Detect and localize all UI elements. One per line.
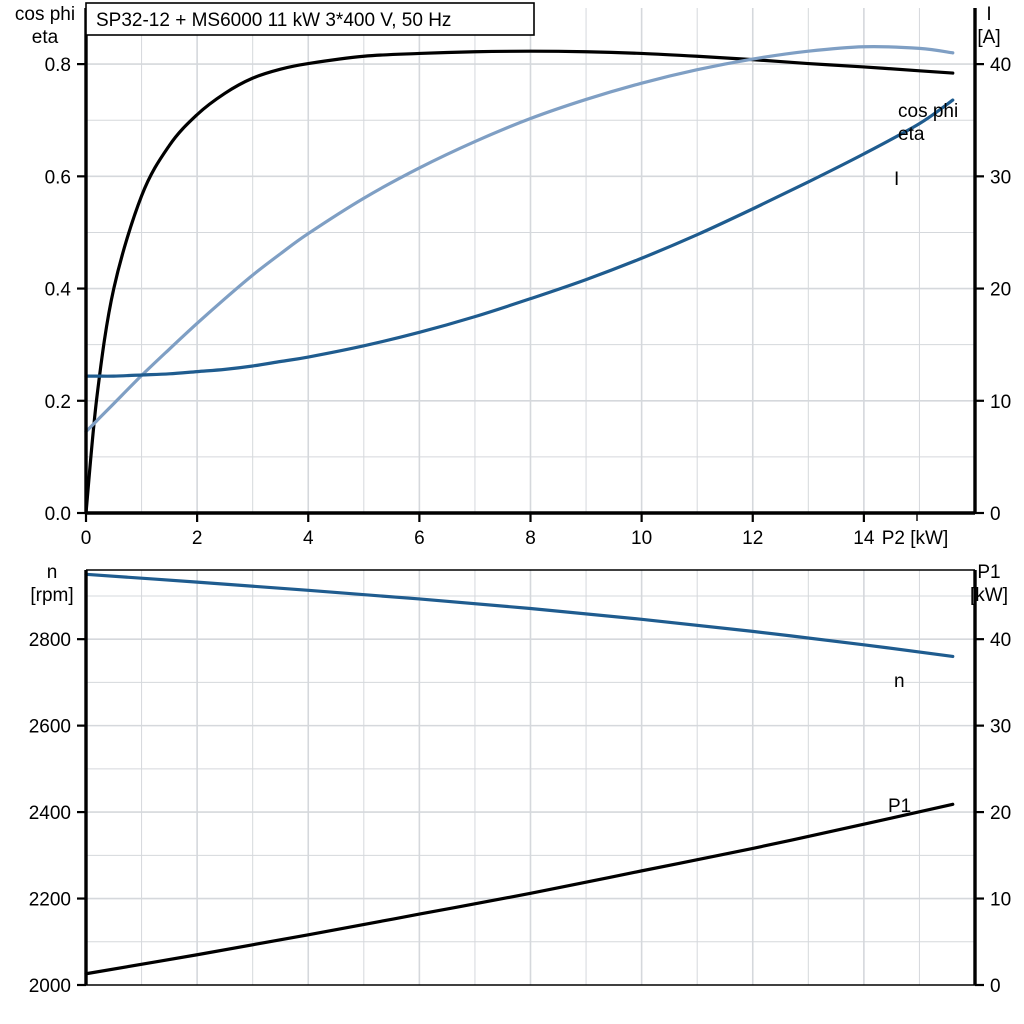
curve-label-speed: n (894, 671, 905, 692)
right-axis-title-line2: [kW] (970, 585, 1008, 606)
left-axis-title-line1: n (47, 562, 58, 583)
curve-label-p1: P1 (888, 796, 911, 817)
x-axis: 0 2 4 6 8 10 12 14 P2 [kW] (81, 513, 949, 549)
tick-label-right: 10 (990, 392, 1011, 413)
right-axis-title-line2: [A] (977, 27, 1000, 48)
tick-label-x: 6 (414, 528, 425, 549)
chart-title: SP32-12 + MS6000 11 kW 3*400 V, 50 Hz (96, 10, 451, 31)
title-box: SP32-12 + MS6000 11 kW 3*400 V, 50 Hz (85, 2, 535, 36)
curve-label-current: I (894, 169, 899, 190)
x-axis-title: P2 [kW] (882, 528, 949, 549)
gridlines (86, 570, 975, 985)
tick-label-left: 0.6 (45, 167, 71, 188)
tick-label-left: 0.0 (45, 504, 71, 525)
left-axis-title-line1: cos phi (15, 4, 75, 25)
right-axis: 0 10 20 30 40 I[A] (975, 4, 1011, 525)
tick-label-right: 20 (990, 803, 1011, 824)
tick-label-x: 0 (81, 528, 92, 549)
right-axis-title-line1: P1 (977, 562, 1000, 583)
curve-label-eta: eta (898, 124, 925, 145)
bottom-chart: 20002200240026002800n[rpm]010203040P1[kW… (29, 562, 1011, 997)
curve-eta (84, 49, 955, 515)
tick-label-right: 40 (990, 55, 1011, 76)
right-axis: 0 10 20 30 40 P1[kW] (970, 562, 1011, 997)
curves (84, 572, 955, 976)
tick-label-x: 2 (192, 528, 203, 549)
tick-label-x: 14 (853, 528, 875, 549)
curve-i (84, 98, 955, 378)
curve-p1 (84, 802, 955, 976)
tick-label-left: 0.8 (45, 55, 71, 76)
tick-label-left: 0.2 (45, 392, 71, 413)
tick-label-right: 40 (990, 630, 1011, 651)
tick-label-left: 0.4 (45, 280, 72, 301)
curve-labels: n P1 (888, 671, 911, 817)
left-axis: 2000 2200 2400 2600 2800 n[rpm] (29, 562, 86, 997)
curves (84, 45, 955, 515)
tick-label-left: 2000 (29, 976, 71, 997)
tick-label-left: 2600 (29, 717, 71, 738)
tick-label-x: 10 (631, 528, 652, 549)
tick-label-right: 20 (990, 280, 1011, 301)
curve-label-cos-phi: cos phi (898, 101, 958, 122)
left-axis-title-line2: eta (32, 27, 59, 48)
tick-label-x: 8 (525, 528, 536, 549)
tick-label-x: 12 (742, 528, 763, 549)
tick-label-left: 2800 (29, 630, 71, 651)
curve-n (84, 572, 955, 659)
tick-label-x: 4 (303, 528, 314, 549)
tick-label-right: 0 (990, 504, 1001, 525)
curve-cos-phi (84, 45, 955, 434)
left-axis-title-line2: [rpm] (30, 585, 73, 606)
tick-label-right: 10 (990, 890, 1011, 911)
right-axis-title-line1: I (986, 4, 991, 25)
tick-label-left: 2200 (29, 890, 71, 911)
tick-label-right: 0 (990, 976, 1001, 997)
tick-label-left: 2400 (29, 803, 71, 824)
tick-label-right: 30 (990, 717, 1011, 738)
tick-label-right: 30 (990, 167, 1011, 188)
title-box-frame (85, 2, 535, 36)
